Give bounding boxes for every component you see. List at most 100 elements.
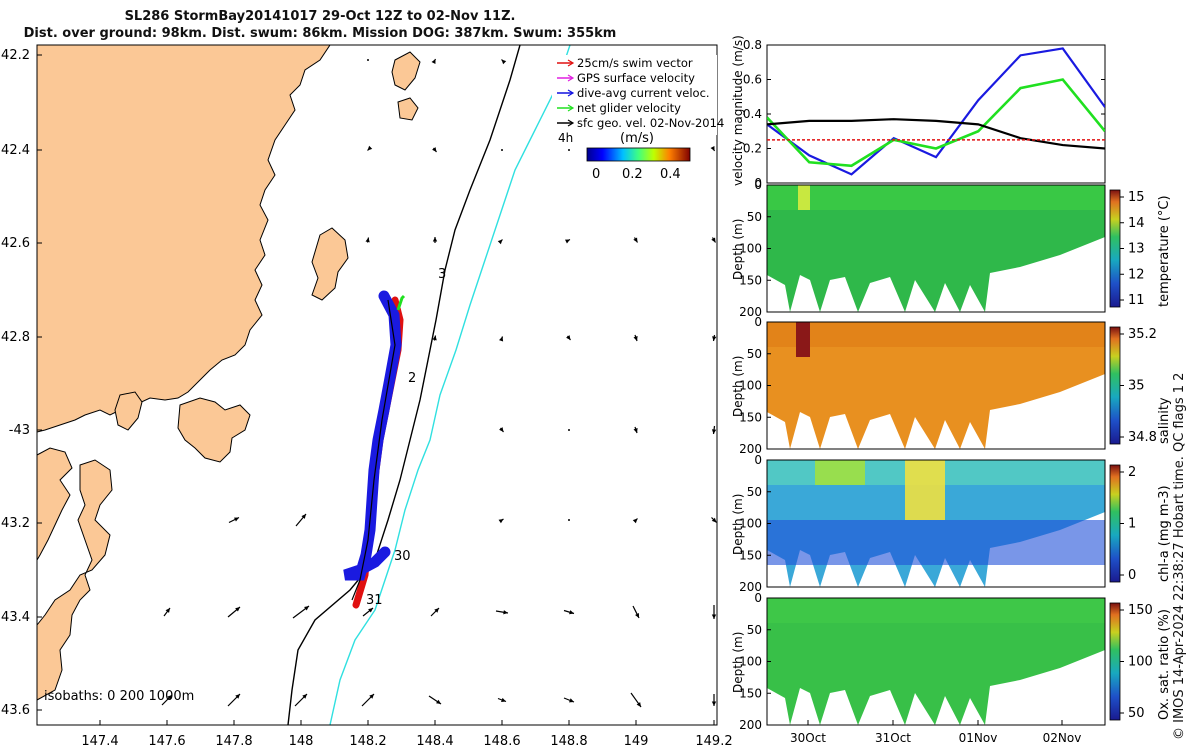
- map-x-tick-label: 148.6: [483, 734, 520, 749]
- sfc-velocity-arrow: [499, 427, 504, 433]
- arrow-head: [497, 239, 503, 245]
- time-axis: 30Oct 31Oct 01Nov 02Nov: [790, 720, 1081, 745]
- sfc-velocity-arrow: [497, 697, 507, 703]
- map-y-tick-label: 43.2: [1, 516, 30, 531]
- imos-credit: © IMOS 14-Apr-2024 22:38:27 Hobart time.…: [1172, 372, 1187, 740]
- sfc-velocity-arrow: [633, 237, 639, 243]
- sfc-velocity-dot: [568, 429, 570, 431]
- velocity-series-line: [767, 78, 1105, 168]
- legend-label: 25cm/s swim vector: [577, 56, 693, 70]
- arrow-head: [235, 694, 240, 699]
- isobath-200m: [287, 45, 521, 725]
- sfc-velocity-arrow: [563, 697, 575, 703]
- legend-4h-label: 4h: [558, 131, 573, 145]
- arrow-head: [501, 697, 506, 702]
- section-plot-area: [767, 460, 1105, 587]
- map-x-tick-label: 148: [289, 734, 314, 749]
- sfc-velocity-arrow: [227, 606, 241, 618]
- velocity-panel: 0 0.2 0.4 0.6 0.8 velocity magnitude (m/s): [731, 35, 1106, 190]
- day-label-2: 2: [408, 371, 416, 386]
- map-y-tick-label: 42.4: [1, 143, 30, 158]
- section-panel-salinity: 0 50 100 150 200 Depth (m) 35.2 35 34.8 salinity: [731, 315, 1172, 456]
- arrow-head: [635, 613, 639, 618]
- section-colorbar: [1109, 189, 1121, 308]
- arrow-head: [569, 610, 574, 615]
- depth-tick-label: 100: [739, 655, 762, 669]
- section-salty-patch: [796, 322, 810, 357]
- velocity-y-tick-label: 0.8: [743, 38, 762, 52]
- depth-tick-label: 50: [747, 485, 762, 499]
- arrow-head: [711, 237, 716, 243]
- arrow-head: [711, 701, 717, 706]
- sfc-velocity-arrow: [498, 518, 504, 524]
- depth-tick-label: 150: [739, 273, 762, 287]
- section-data-fill: [767, 322, 1105, 449]
- arrow-head: [235, 607, 240, 612]
- track-centre-line: [351, 299, 396, 601]
- legend-arrowhead: [567, 74, 575, 82]
- land-mainland: [37, 45, 331, 433]
- sfc-velocity-arrow: [367, 145, 373, 151]
- time-tick-label: 31Oct: [875, 731, 911, 745]
- cbar-tick-label: 35: [1128, 379, 1145, 394]
- legend-label: net glider velocity: [577, 101, 681, 115]
- depth-tick-label: 50: [747, 623, 762, 637]
- sfc-velocity-arrow: [295, 513, 307, 527]
- map-y-tick-label: 43.4: [1, 610, 30, 625]
- day-label-31: 31: [366, 593, 383, 608]
- sfc-velocity-arrow: [711, 425, 717, 435]
- sfc-velocity-arrow: [633, 426, 638, 434]
- figure-title-line1: SL286 StormBay20141017 29-Oct 12Z to 02-…: [124, 9, 516, 24]
- arrow-head: [302, 694, 307, 699]
- track-net-glider-velocity: [396, 294, 406, 311]
- arrow-head: [367, 145, 373, 151]
- velocity-y-tick-label: 0.6: [743, 73, 762, 87]
- sfc-velocity-arrow: [712, 334, 717, 342]
- time-tick-label: 01Nov: [959, 731, 998, 745]
- section-plot-area: [767, 322, 1105, 449]
- legend-label: GPS surface velocity: [577, 71, 695, 85]
- arrow-head: [431, 59, 436, 64]
- sfc-velocity-arrow: [362, 607, 374, 617]
- sfc-velocity-arrow: [432, 147, 437, 153]
- velocity-y-tick-label: 0: [754, 176, 762, 190]
- cbar-tick-0-2: 0.2: [622, 167, 643, 182]
- arrow-head: [711, 517, 717, 523]
- day-label-30: 30: [394, 549, 411, 564]
- sfc-velocity-dot: [568, 519, 570, 521]
- sfc-velocity-arrow: [563, 609, 575, 615]
- colorbar-label: chl-a (mg m-3): [1157, 485, 1172, 582]
- glider-track: [343, 290, 406, 609]
- depth-tick-label: 100: [739, 379, 762, 393]
- colorbar-label: temperature (°C): [1157, 195, 1172, 307]
- land-schouten-island: [391, 51, 421, 91]
- legend-arrowhead: [567, 89, 575, 97]
- sfc-velocity-arrow: [565, 238, 571, 244]
- arrow-head: [165, 608, 170, 613]
- sfc-velocity-arrow: [430, 607, 440, 617]
- arrow-head: [499, 336, 504, 342]
- map-y-tick-label: 43.6: [1, 703, 30, 718]
- section-colorbar: [1109, 326, 1121, 445]
- sfc-velocity-arrow: [432, 335, 437, 341]
- depth-tick-label: 150: [739, 548, 762, 562]
- depth-tick-label: 200: [739, 442, 762, 456]
- speed-colorbar: [586, 147, 691, 162]
- arrow-head: [711, 614, 717, 619]
- arrow-head: [436, 699, 441, 704]
- arrow-head: [301, 514, 306, 519]
- cbar-tick-label: 34.8: [1128, 430, 1157, 445]
- arrow-head: [566, 335, 571, 340]
- sfc-velocity-arrow: [710, 146, 716, 152]
- cbar-tick-label: 11: [1128, 293, 1145, 308]
- cbar-tick-label: 150: [1128, 603, 1153, 618]
- map-x-tick-label: 149: [624, 734, 649, 749]
- velocity-series-line: [767, 118, 1105, 150]
- arrow-head: [304, 606, 309, 611]
- cbar-tick-label: 35.2: [1128, 327, 1157, 342]
- velocity-series-line: [767, 47, 1105, 176]
- colorbar-label: salinity: [1157, 397, 1172, 444]
- isobath-1000m: [329, 45, 571, 725]
- sfc-velocity-arrow: [711, 694, 717, 706]
